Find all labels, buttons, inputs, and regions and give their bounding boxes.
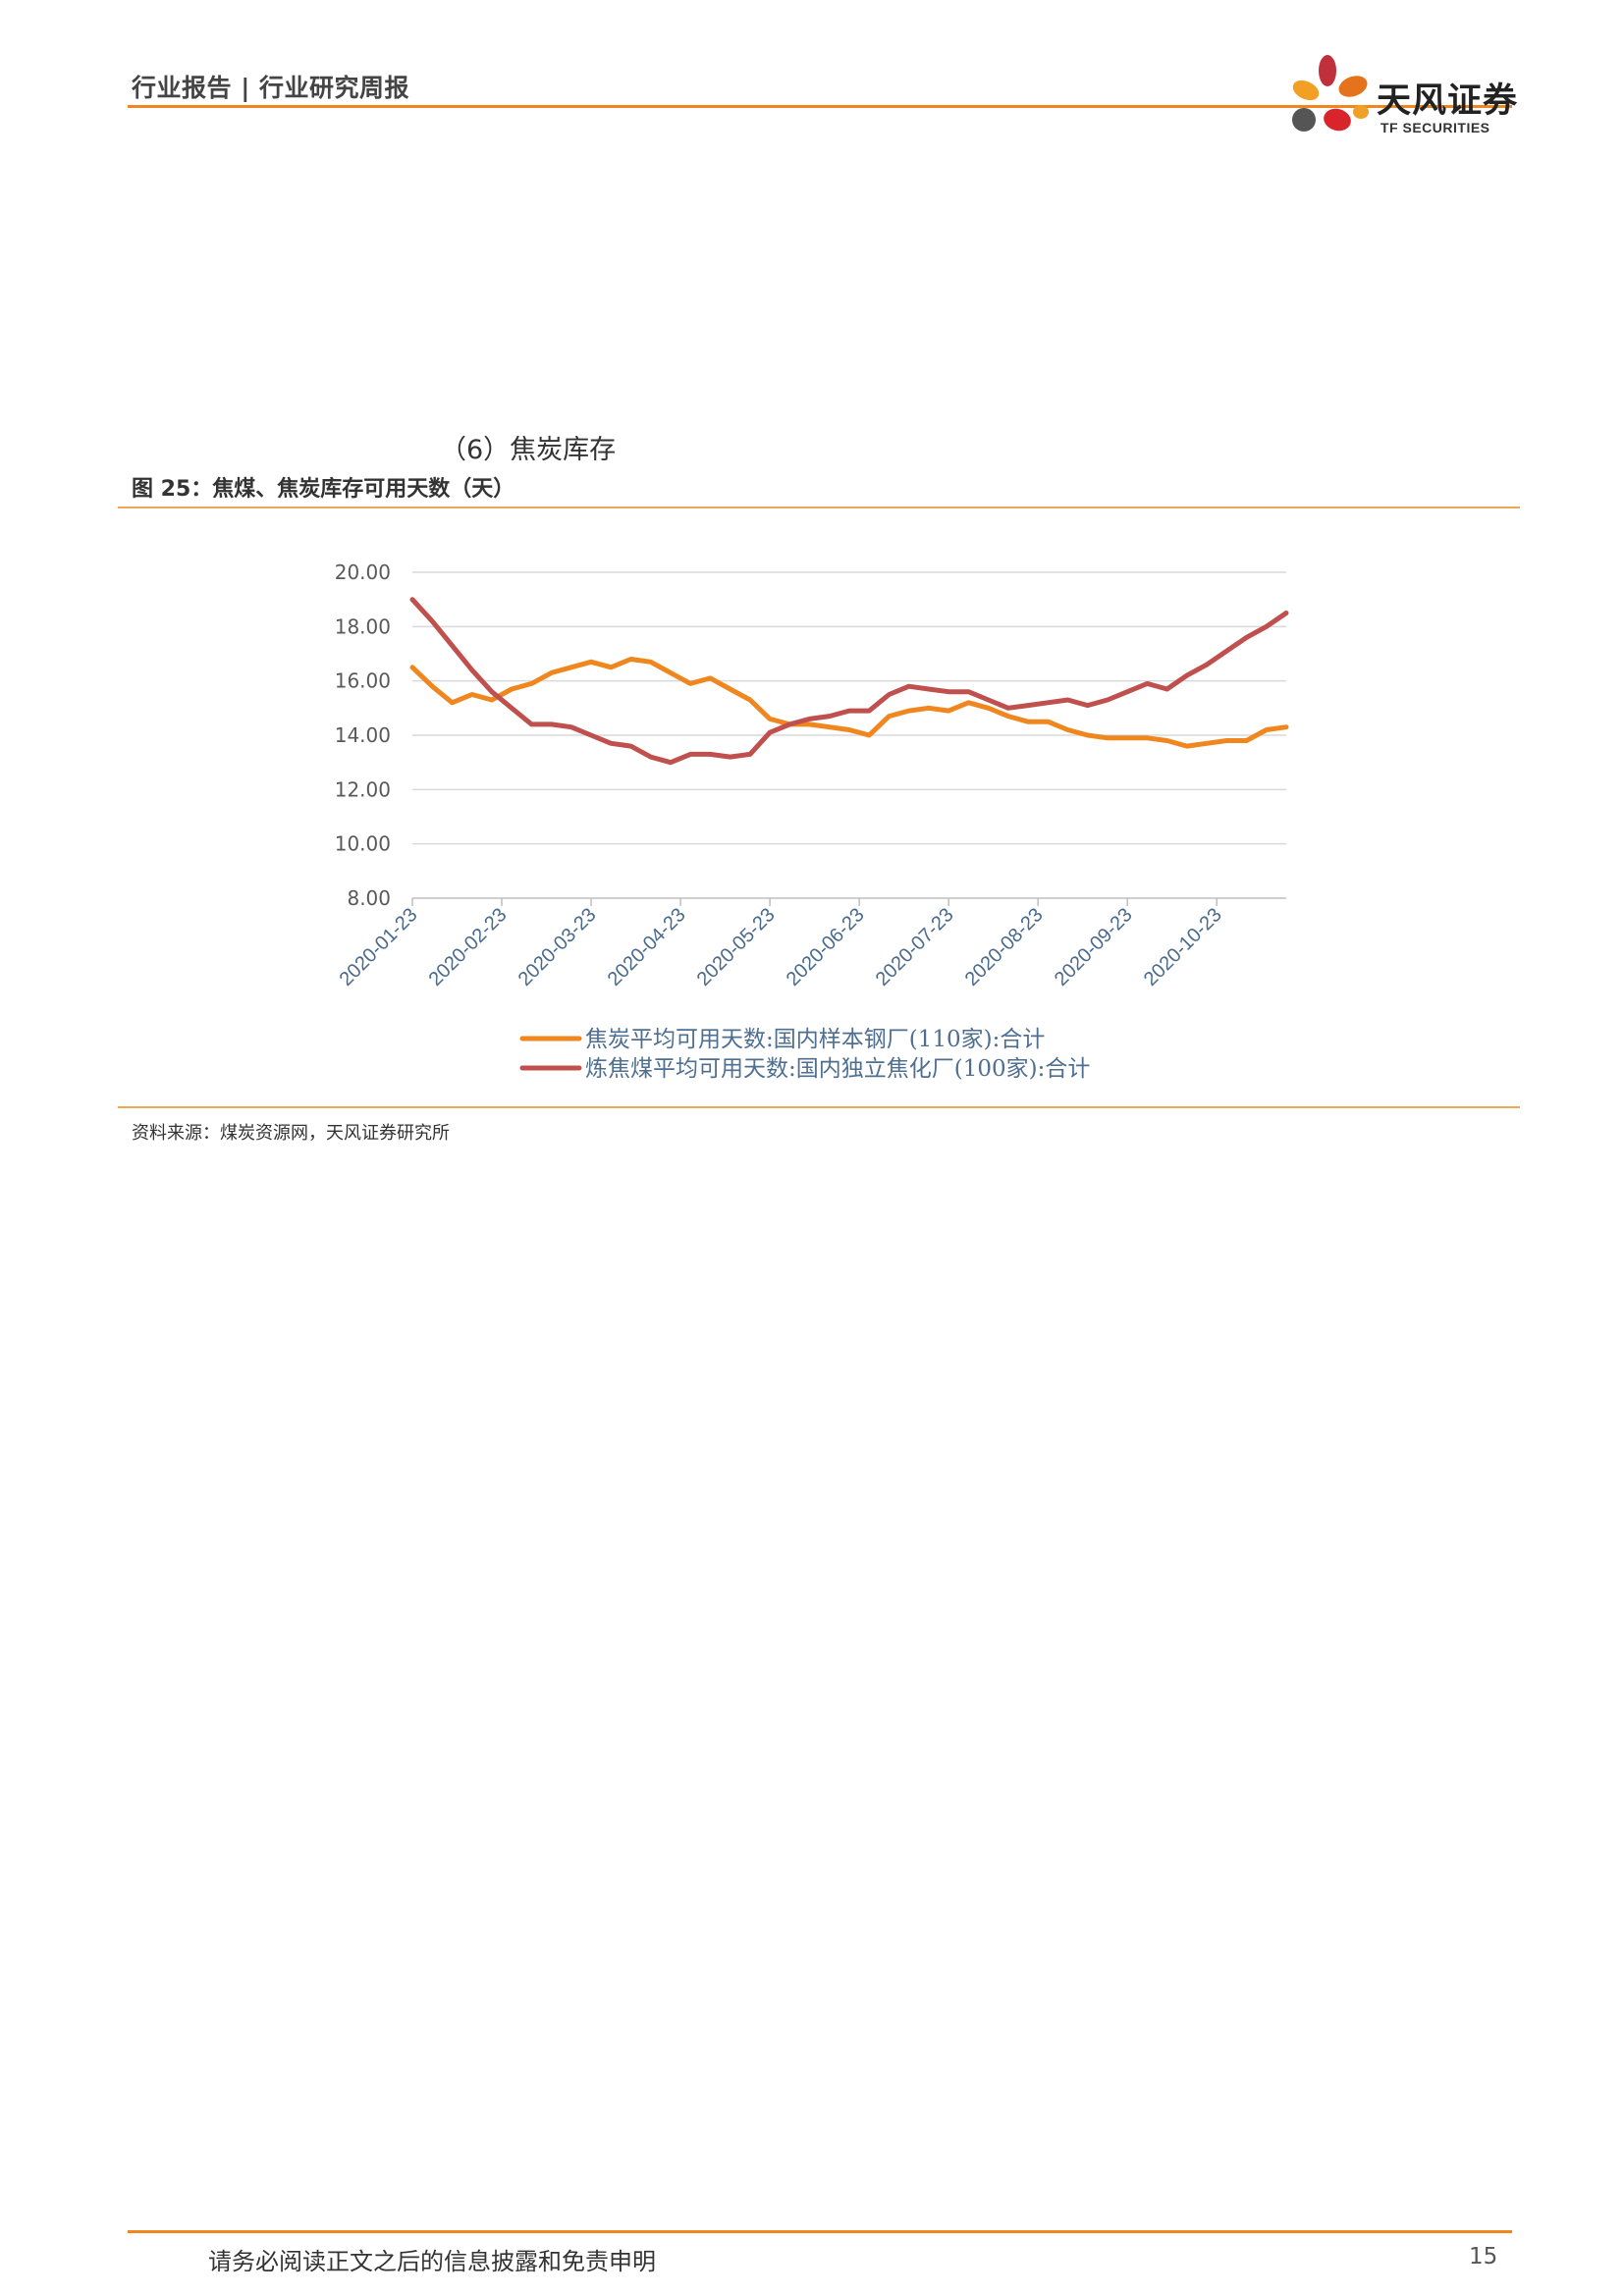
page-number: 15 [1469, 2244, 1498, 2269]
y-tick-label: 16.00 [335, 669, 391, 693]
x-tick-label: 2020-03-23 [514, 904, 601, 990]
x-tick-label: 2020-04-23 [604, 904, 690, 990]
logo-name-en: TF SECURITIES [1380, 120, 1490, 135]
footer-rule [128, 2230, 1512, 2233]
legend-label: 炼焦煤平均可用天数:国内独立焦化厂(100家):合计 [585, 1056, 1090, 1082]
header-rule [128, 105, 1512, 108]
line-chart: 20.00 18.00 16.00 14.00 12.00 10.00 8.00 2020-… [335, 561, 1289, 1082]
x-tick-label: 2020-06-23 [783, 904, 869, 990]
series-line-2 [409, 597, 1289, 766]
figure-caption: 图 25：焦煤、焦炭库存可用天数（天） [132, 477, 515, 502]
chart-series [409, 597, 1289, 766]
figure-source: 资料来源：煤炭资源网，天风证券研究所 [132, 1123, 450, 1144]
y-tick-label: 14.00 [335, 723, 391, 747]
x-tick-label: 2020-01-23 [336, 904, 422, 990]
y-tick-label: 10.00 [335, 832, 391, 856]
x-tick-label: 2020-02-23 [425, 904, 512, 990]
x-tick-label: 2020-07-23 [872, 904, 958, 990]
logo-name-cn: 天风证券 [1377, 81, 1519, 121]
disclaimer-note: 请务必阅读正文之后的信息披露和免责申明 [208, 2248, 656, 2275]
x-tick-label: 2020-05-23 [693, 904, 780, 990]
report-header-label: 行业报告 | 行业研究周报 [132, 74, 410, 102]
y-tick-label: 8.00 [347, 886, 391, 910]
x-axis-ticks: 2020-01-23 2020-02-23 2020-03-23 2020-04-23… [336, 898, 1226, 990]
x-tick-label: 2020-10-23 [1140, 904, 1226, 990]
y-tick-label: 18.00 [335, 614, 391, 638]
chart-legend: 焦炭平均可用天数:国内样本钢厂(110家):合计炼焦煤平均可用天数:国内独立焦化… [519, 1027, 1090, 1082]
figure-top-rule [118, 507, 1520, 508]
y-tick-label: 12.00 [335, 777, 391, 801]
series-line-1 [409, 657, 1289, 749]
y-axis-ticks: 20.00 18.00 16.00 14.00 12.00 10.00 8.00 [335, 561, 391, 910]
chart-gridlines [412, 571, 1286, 845]
x-tick-label: 2020-08-23 [961, 904, 1048, 990]
section-heading: （6）焦炭库存 [440, 435, 617, 465]
y-tick-label: 20.00 [335, 561, 391, 584]
company-logo: 天风证券 TF SECURITIES [1282, 51, 1518, 145]
x-tick-label: 2020-09-23 [1051, 904, 1137, 990]
legend-label: 焦炭平均可用天数:国内样本钢厂(110家):合计 [585, 1027, 1045, 1052]
logo-petal-icon [1292, 55, 1369, 132]
figure-bottom-rule [118, 1106, 1520, 1108]
